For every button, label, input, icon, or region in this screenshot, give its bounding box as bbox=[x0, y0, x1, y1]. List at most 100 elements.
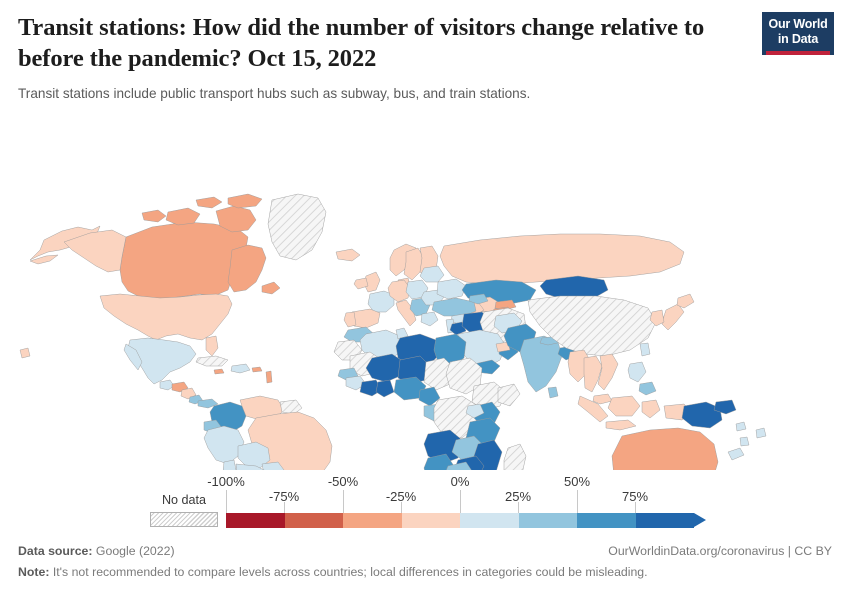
legend-band-6[interactable] bbox=[577, 513, 636, 528]
country-malaysia bbox=[592, 393, 613, 405]
country-argentina bbox=[235, 463, 265, 470]
country-italy bbox=[395, 299, 417, 327]
country-philippines bbox=[627, 361, 647, 383]
country-florida bbox=[205, 335, 219, 357]
country-paraguay bbox=[261, 461, 285, 470]
chart-note-label: Note: bbox=[18, 565, 50, 579]
country-iceland bbox=[335, 248, 361, 262]
legend-tick--25 bbox=[401, 502, 402, 513]
legend-no-data-swatch bbox=[150, 511, 218, 527]
legend-tick-0 bbox=[460, 490, 461, 513]
country-uae bbox=[495, 341, 511, 353]
world-map[interactable] bbox=[0, 100, 850, 470]
country-china bbox=[527, 295, 657, 357]
country-madagascar bbox=[503, 443, 527, 470]
country-ellesmere bbox=[227, 193, 263, 209]
country-arctic-isle-small bbox=[195, 196, 223, 209]
country-hispaniola bbox=[230, 363, 251, 374]
country-uganda bbox=[465, 403, 485, 419]
legend-label--25: -25% bbox=[385, 489, 417, 504]
country-alaska-isles bbox=[29, 254, 59, 265]
legend-label-75: 75% bbox=[621, 489, 649, 504]
country-sri-lanka bbox=[547, 386, 559, 399]
footer-link-wrap[interactable]: OurWorldinData.org/coronavirus | CC BY bbox=[608, 544, 832, 558]
country-banks-island bbox=[141, 209, 167, 223]
country-papua-new-guinea bbox=[681, 401, 723, 429]
owid-logo[interactable]: Our World in Data bbox=[762, 12, 834, 55]
legend-tick-25 bbox=[518, 502, 519, 513]
country-botswana bbox=[446, 461, 472, 470]
legend-no-data[interactable]: No data bbox=[150, 494, 218, 527]
country-sudan bbox=[445, 357, 483, 395]
country-ukraine bbox=[436, 278, 467, 300]
country-united-states bbox=[99, 293, 233, 341]
country-newfoundland bbox=[261, 281, 281, 295]
legend-tick--100 bbox=[226, 490, 227, 513]
country-cameroon bbox=[418, 386, 441, 407]
country-belarus-baltics bbox=[419, 265, 445, 283]
country-guyana bbox=[279, 399, 303, 415]
legend-label--100: -100% bbox=[207, 474, 245, 489]
chart-footer: Data source: Google (2022) OurWorldinDat… bbox=[18, 544, 832, 584]
country-kyrgyzstan bbox=[494, 299, 517, 311]
page-title: Transit stations: How did the number of … bbox=[18, 14, 705, 73]
country-puerto-rico bbox=[251, 366, 263, 373]
country-dr-congo bbox=[433, 395, 479, 439]
legend-tick--75 bbox=[284, 502, 285, 513]
legend-band-3[interactable] bbox=[401, 513, 460, 528]
legend-band-4[interactable] bbox=[460, 513, 519, 528]
country-canada-east bbox=[227, 244, 267, 293]
chart-subtitle: Transit stations include public transpor… bbox=[18, 85, 531, 101]
legend-tick--50 bbox=[343, 490, 344, 513]
country-india bbox=[519, 335, 563, 393]
country-victoria-island bbox=[165, 207, 201, 226]
data-source-label: Data source: bbox=[18, 544, 93, 558]
country-greece bbox=[420, 311, 439, 327]
country-indonesia-java bbox=[605, 419, 637, 431]
legend-band-1[interactable] bbox=[284, 513, 343, 528]
legend-band-0[interactable] bbox=[226, 513, 285, 528]
country-germany bbox=[387, 279, 411, 303]
country-sweden bbox=[403, 247, 425, 281]
country-indonesia-borneo bbox=[607, 395, 641, 417]
country-lesser-antilles bbox=[265, 370, 273, 384]
country-hawaii bbox=[19, 347, 31, 359]
country-australia bbox=[611, 427, 719, 470]
owid-logo-line2: in Data bbox=[777, 31, 819, 46]
country-guatemala bbox=[159, 379, 175, 391]
country-new-caledonia bbox=[727, 447, 745, 461]
footer-row-source: Data source: Google (2022) OurWorldinDat… bbox=[18, 544, 832, 563]
country-chile bbox=[222, 459, 237, 470]
country-taiwan bbox=[639, 342, 651, 357]
chart-header: Transit stations: How did the number of … bbox=[18, 12, 832, 103]
legend-color-scale[interactable] bbox=[226, 513, 706, 528]
country-portugal bbox=[343, 311, 357, 328]
legend-band-2[interactable] bbox=[343, 513, 402, 528]
country-mali bbox=[365, 353, 405, 383]
country-cuba bbox=[195, 355, 229, 367]
owid-coronavirus-link[interactable]: OurWorldinData.org/coronavirus | CC BY bbox=[608, 544, 832, 558]
legend-band-7[interactable] bbox=[635, 513, 694, 528]
country-vanuatu bbox=[739, 436, 750, 447]
legend-tick-75 bbox=[635, 502, 636, 513]
country-thailand bbox=[583, 355, 603, 393]
footer-row-note: Note: It's not recommended to compare le… bbox=[18, 565, 832, 584]
chart-note: Note: It's not recommended to compare le… bbox=[18, 565, 648, 579]
legend-label-50: 50% bbox=[563, 474, 591, 489]
country-panama bbox=[197, 398, 219, 409]
country-jamaica bbox=[213, 368, 225, 375]
legend-label-25: 25% bbox=[504, 489, 532, 504]
map-legend[interactable]: No data -100% -50% 0% 50% -75% -25% 25% … bbox=[0, 470, 850, 540]
legend-label-0: 0% bbox=[450, 474, 470, 489]
country-georgia-caucasus bbox=[468, 293, 489, 305]
legend-label--50: -50% bbox=[327, 474, 359, 489]
country-vietnam bbox=[597, 353, 619, 391]
data-source: Data source: Google (2022) bbox=[18, 544, 175, 558]
legend-band-5[interactable] bbox=[518, 513, 577, 528]
country-tunisia bbox=[395, 327, 409, 340]
owid-logo-line1: Our World bbox=[768, 17, 828, 31]
country-ghana bbox=[375, 379, 395, 398]
country-russia bbox=[439, 233, 685, 285]
legend-tick-50 bbox=[577, 490, 578, 513]
country-baja bbox=[123, 343, 143, 371]
